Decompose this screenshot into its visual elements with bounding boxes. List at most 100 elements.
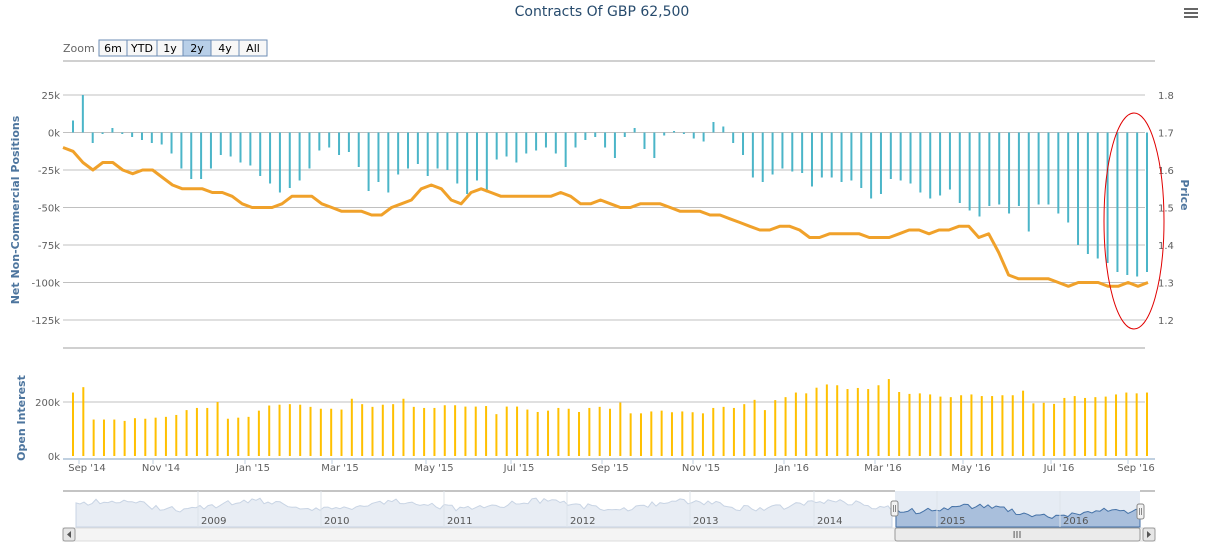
navigator-year-label: 2011: [447, 516, 472, 527]
positions-bar: [613, 132, 616, 158]
positions-y-axis: 25k 0k -25k -50k -75k -100k -125k: [32, 91, 61, 327]
open-interest-bar: [991, 396, 994, 456]
open-interest-bar: [588, 407, 591, 456]
positions-bar: [1096, 132, 1099, 259]
open-interest-bar: [505, 406, 508, 456]
open-interest-bar: [526, 409, 529, 456]
open-interest-bar: [1042, 402, 1045, 456]
price-y-tick: 1.3: [1158, 279, 1174, 290]
open-interest-bar: [474, 406, 477, 456]
positions-bar: [978, 132, 981, 217]
positions-bar: [761, 132, 764, 182]
positions-bar: [968, 132, 971, 211]
x-tick-label: Nov '15: [682, 463, 720, 474]
positions-bar: [781, 132, 784, 169]
positions-bar: [190, 132, 193, 179]
navigator-series-selected: [895, 503, 1141, 528]
scroll-left-button[interactable]: [62, 527, 76, 542]
x-tick-label: Sep '15: [591, 463, 629, 474]
positions-bar: [72, 120, 74, 133]
positions-bar: [682, 132, 685, 134]
zoom-button-label: 1y: [163, 42, 177, 55]
open-interest-bar: [681, 411, 684, 456]
zoom-button-ytd[interactable]: YTD: [126, 39, 158, 57]
open-interest-bar: [226, 418, 229, 456]
scrollbar[interactable]: III: [62, 527, 1156, 542]
positions-bar: [1086, 132, 1089, 254]
open-interest-bar: [278, 404, 281, 456]
open-interest-bar: [464, 406, 467, 456]
open-interest-bar: [319, 408, 322, 456]
menu-button[interactable]: [1183, 7, 1199, 20]
positions-y-tick: 25k: [41, 91, 60, 102]
positions-bar: [367, 132, 370, 191]
open-interest-bars: [72, 379, 1148, 456]
positions-bar: [1057, 132, 1060, 214]
open-interest-bar: [1073, 396, 1076, 456]
positions-bars: [72, 95, 1148, 277]
open-interest-bar: [402, 398, 405, 456]
price-y-axis: 1.8 1.7 1.6 1.5 1.4 1.3 1.2: [1158, 91, 1174, 327]
open-interest-bar: [619, 402, 622, 456]
open-interest-bar: [784, 397, 787, 456]
open-interest-bar: [1146, 392, 1148, 456]
open-interest-bar: [495, 414, 498, 456]
open-interest-bar: [309, 406, 312, 456]
zoom-button-all[interactable]: All: [238, 39, 268, 57]
positions-bar: [663, 132, 666, 136]
positions-bar: [288, 132, 291, 188]
positions-bar: [732, 132, 735, 143]
positions-bar: [633, 128, 636, 133]
open-interest-bar: [939, 396, 942, 456]
positions-bar: [1126, 132, 1129, 275]
navigator-year-label: 2014: [817, 516, 842, 527]
open-interest-bar: [516, 406, 519, 456]
open-interest-bar: [206, 407, 209, 456]
positions-bar: [889, 132, 892, 179]
scroll-right-button[interactable]: [1142, 527, 1156, 542]
positions-bar: [426, 132, 429, 176]
open-interest-bar: [536, 411, 539, 456]
positions-bar: [722, 126, 725, 133]
positions-bar: [397, 132, 400, 175]
positions-bar: [919, 132, 922, 193]
positions-bar: [870, 132, 873, 199]
positions-bar: [475, 132, 478, 181]
positions-y-tick: -100k: [32, 279, 61, 290]
positions-bar: [929, 132, 932, 199]
positions-bar: [456, 132, 459, 184]
zoom-button-1y[interactable]: 1y: [156, 39, 184, 57]
positions-bar: [544, 132, 547, 148]
positions-bar: [1106, 132, 1109, 263]
oi-grid: [63, 347, 1145, 403]
navigator[interactable]: 2009 2010 2011 2012 2013 2014 2015 2016: [63, 490, 1155, 528]
positions-bar: [712, 122, 715, 133]
scrollbar-thumb[interactable]: [894, 527, 1141, 542]
positions-bar: [466, 132, 469, 194]
zoom-button-4y[interactable]: 4y: [210, 39, 240, 57]
x-tick-label: Jan '16: [774, 463, 809, 474]
positions-bar: [742, 132, 745, 155]
positions-bar: [239, 132, 242, 163]
positions-bar: [692, 132, 695, 139]
navigator-handle-right[interactable]: [1136, 503, 1145, 520]
positions-bar: [338, 132, 341, 155]
positions-bar: [81, 95, 84, 133]
positions-bar: [160, 132, 163, 145]
open-interest-bar: [381, 404, 384, 456]
zoom-button-6m[interactable]: 6m: [98, 39, 128, 57]
positions-bar: [269, 132, 272, 184]
positions-bar: [170, 132, 173, 154]
price-y-tick: 1.5: [1158, 204, 1174, 215]
open-interest-bar: [650, 411, 653, 456]
zoom-button-2y[interactable]: 2y: [182, 39, 212, 57]
navigator-year-label: 2012: [570, 516, 595, 527]
open-interest-bar: [433, 407, 436, 456]
open-interest-bar: [175, 414, 178, 456]
oi-axis-title: Open Interest: [15, 375, 28, 461]
x-tick-label: May '15: [414, 463, 453, 474]
positions-bar: [1047, 132, 1050, 205]
navigator-handle-left[interactable]: [890, 500, 899, 517]
annotation-ellipse: [1103, 112, 1165, 330]
positions-bar: [515, 132, 518, 163]
